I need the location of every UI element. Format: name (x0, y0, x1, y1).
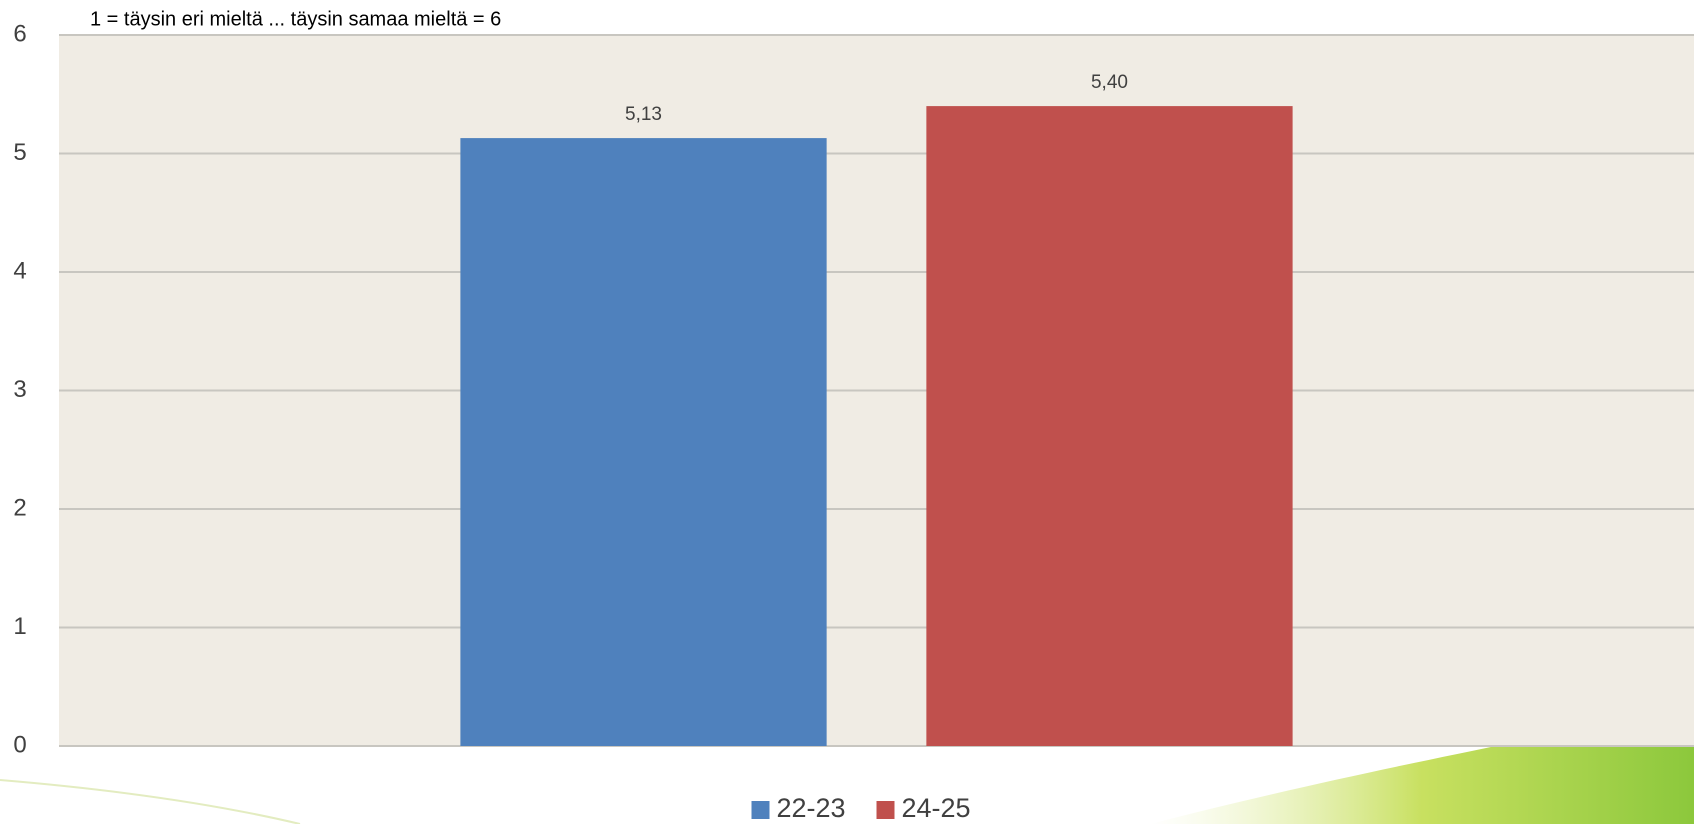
y-tick-label: 5 (13, 139, 26, 166)
subtitle: 1 = täysin eri mieltä ... täysin samaa m… (90, 8, 501, 30)
value-label: 5,13 (625, 104, 662, 125)
legend-swatch (751, 801, 770, 819)
legend-label: 22-23 (777, 793, 846, 823)
value-label: 5,40 (1091, 72, 1128, 93)
y-tick-label: 0 (13, 731, 26, 758)
y-tick-label: 4 (13, 257, 26, 284)
decoration (0, 779, 301, 824)
y-tick-label: 3 (13, 376, 26, 403)
bar (926, 106, 1293, 747)
y-tick-label: 2 (13, 494, 26, 521)
legend-swatch (876, 801, 895, 819)
legend-label: 24-25 (902, 793, 971, 823)
y-tick-label: 6 (13, 20, 26, 47)
bar (460, 138, 827, 747)
y-tick-label: 1 (13, 613, 26, 640)
decoration (1150, 700, 1694, 824)
